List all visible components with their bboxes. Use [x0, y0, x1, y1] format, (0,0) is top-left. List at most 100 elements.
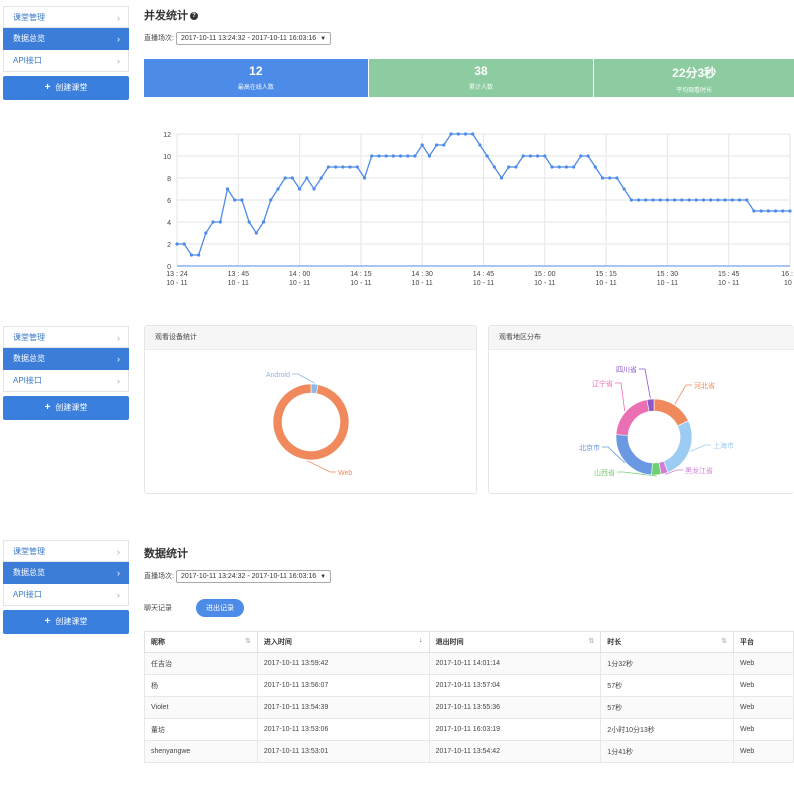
data-session-select[interactable]: 2017-10-11 13:24:32 - 2017-10-11 16:03:1… — [175, 570, 332, 583]
data-point[interactable] — [773, 209, 778, 213]
data-point[interactable] — [442, 143, 446, 147]
data-point[interactable] — [485, 154, 489, 158]
data-point[interactable] — [716, 198, 720, 202]
data-point[interactable] — [615, 176, 619, 180]
data-point[interactable] — [543, 154, 547, 158]
data-point[interactable] — [709, 198, 713, 202]
sidebar-item-api[interactable]: API接口 › — [3, 370, 129, 392]
data-point[interactable] — [636, 198, 641, 202]
data-point[interactable] — [182, 242, 186, 246]
data-point[interactable] — [788, 209, 792, 213]
data-point[interactable] — [233, 198, 237, 202]
column-header[interactable]: 时长 ⇅ — [600, 631, 735, 653]
data-point[interactable] — [334, 165, 338, 169]
data-point[interactable] — [391, 154, 395, 158]
data-point[interactable] — [658, 198, 662, 202]
data-point[interactable] — [651, 198, 655, 202]
sort-icon[interactable]: ⇅ — [244, 638, 251, 645]
data-point[interactable] — [557, 165, 561, 169]
data-point[interactable] — [550, 165, 554, 169]
data-point[interactable] — [644, 198, 648, 202]
data-point[interactable] — [298, 187, 302, 191]
data-point[interactable] — [384, 154, 388, 158]
data-point[interactable] — [478, 143, 482, 147]
create-class-button[interactable]: + 创建课堂 — [3, 396, 129, 420]
pie-slice[interactable] — [646, 398, 655, 412]
session-select[interactable]: 2017-10-11 13:24:32 - 2017-10-11 16:03:1… — [175, 32, 332, 45]
pie-slice[interactable] — [653, 398, 689, 427]
data-point[interactable] — [694, 198, 698, 202]
pie-slice[interactable] — [272, 383, 350, 461]
data-point[interactable] — [572, 165, 576, 169]
data-point[interactable] — [261, 220, 266, 224]
data-point[interactable] — [535, 154, 540, 158]
data-point[interactable] — [449, 132, 453, 136]
data-point[interactable] — [204, 231, 208, 235]
tab-inout-records[interactable]: 进出记录 — [196, 599, 244, 617]
data-point[interactable] — [413, 154, 417, 158]
sidebar-item-data-overview[interactable]: 数据总览 › — [3, 348, 129, 370]
data-point[interactable] — [673, 198, 677, 202]
pie-slice[interactable] — [663, 420, 693, 473]
data-point[interactable] — [254, 231, 258, 235]
data-point[interactable] — [348, 165, 352, 169]
column-header[interactable]: 昵称 ⇅ — [144, 631, 258, 653]
data-point[interactable] — [319, 176, 323, 180]
data-point[interactable] — [723, 198, 727, 202]
data-point[interactable] — [456, 132, 460, 136]
data-point[interactable] — [355, 165, 359, 169]
data-point[interactable] — [269, 198, 273, 202]
sidebar-item-class-management[interactable]: 课堂管理 › — [3, 6, 129, 28]
data-point[interactable] — [701, 198, 706, 202]
data-point[interactable] — [305, 176, 309, 180]
data-point[interactable] — [781, 209, 785, 213]
data-point[interactable] — [608, 176, 612, 180]
data-point[interactable] — [283, 176, 287, 180]
data-point[interactable] — [175, 242, 179, 246]
data-point[interactable] — [665, 198, 670, 202]
data-point[interactable] — [745, 198, 749, 202]
data-point[interactable] — [341, 165, 345, 169]
data-point[interactable] — [766, 209, 770, 213]
help-icon[interactable]: ? — [190, 12, 198, 21]
data-point[interactable] — [240, 198, 244, 202]
data-point[interactable] — [276, 187, 280, 191]
data-point[interactable] — [362, 176, 367, 180]
data-point[interactable] — [471, 132, 475, 136]
sidebar-item-api[interactable]: API接口 › — [3, 584, 129, 606]
data-point[interactable] — [507, 165, 511, 169]
create-class-button[interactable]: + 创建课堂 — [3, 610, 129, 634]
data-point[interactable] — [737, 198, 742, 202]
data-point[interactable] — [730, 198, 734, 202]
data-point[interactable] — [521, 154, 525, 158]
data-point[interactable] — [197, 253, 201, 257]
data-point[interactable] — [398, 154, 403, 158]
data-point[interactable] — [492, 165, 496, 169]
data-point[interactable] — [406, 154, 410, 158]
data-point[interactable] — [435, 143, 439, 147]
sort-icon[interactable]: ⇅ — [588, 638, 595, 645]
data-point[interactable] — [312, 187, 316, 191]
pie-slice[interactable] — [615, 434, 653, 476]
data-point[interactable] — [247, 220, 251, 224]
data-point[interactable] — [680, 198, 684, 202]
tab-chat-records[interactable]: 聊天记录 — [144, 605, 172, 612]
data-point[interactable] — [564, 165, 569, 169]
data-point[interactable] — [593, 165, 597, 169]
data-point[interactable] — [218, 220, 222, 224]
data-point[interactable] — [579, 154, 583, 158]
sidebar-item-data-overview[interactable]: 数据总览 › — [3, 28, 129, 50]
data-point[interactable] — [622, 187, 626, 191]
data-point[interactable] — [463, 132, 468, 136]
pie-slice[interactable] — [615, 399, 650, 436]
data-point[interactable] — [211, 220, 215, 224]
column-header[interactable]: 平台 — [733, 631, 794, 653]
data-point[interactable] — [600, 176, 605, 180]
data-point[interactable] — [189, 253, 194, 257]
data-point[interactable] — [225, 187, 230, 191]
data-point[interactable] — [499, 176, 504, 180]
sidebar-item-class-management[interactable]: 课堂管理 › — [3, 540, 129, 562]
data-point[interactable] — [377, 154, 381, 158]
data-point[interactable] — [687, 198, 691, 202]
sort-desc-icon[interactable]: ↓ — [419, 637, 423, 644]
